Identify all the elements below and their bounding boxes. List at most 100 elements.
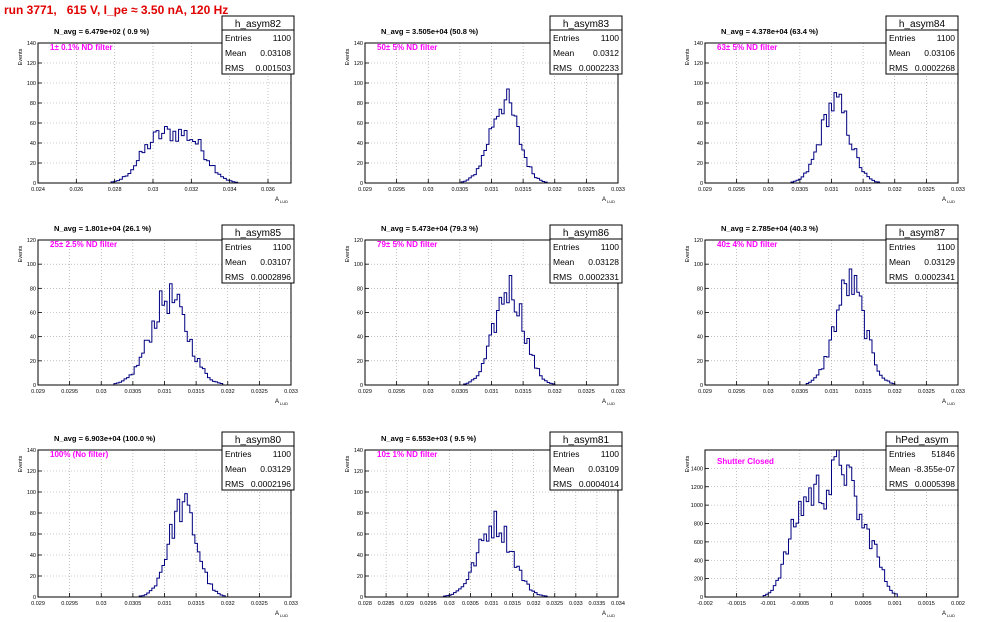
- y-tick-label: 0: [700, 383, 703, 389]
- x-tick-label: 0.033: [951, 389, 965, 395]
- y-tick-label: 0: [360, 595, 363, 601]
- x-axis-label-sub: LUD: [607, 199, 615, 204]
- filter-annotation: 100% (No filter): [50, 450, 109, 459]
- y-tick-label: 60: [697, 121, 703, 127]
- stats-box-frame: [885, 15, 959, 75]
- stats-value: 0.03129: [260, 464, 291, 474]
- x-axis-label-sub: LUD: [280, 199, 288, 204]
- y-tick-label: 20: [30, 574, 36, 580]
- y-tick-label: 60: [30, 532, 36, 538]
- stats-value: 0.03106: [924, 48, 955, 58]
- x-tick-label: 0.029: [358, 187, 372, 193]
- x-axis-label-sub: LUD: [280, 613, 288, 618]
- stats-value: 1100: [601, 449, 620, 459]
- y-tick-label: 100: [27, 490, 36, 496]
- stats-value: 1100: [601, 242, 620, 252]
- y-tick-label: 140: [27, 448, 36, 454]
- x-axis-label: A: [275, 197, 279, 203]
- histogram-panel-hPed_asym: -0.002 -0.0015 -0.001 -0.0005 0 0.0005 0.001 0.…: [685, 431, 965, 618]
- stats-value: 0.03108: [260, 48, 291, 58]
- x-tick-label: 0.032: [888, 389, 902, 395]
- stats-box-frame: [221, 15, 295, 75]
- y-tick-label: 0: [360, 181, 363, 187]
- x-tick-label: 0.031: [485, 601, 499, 607]
- stats-value: 0.03128: [588, 257, 619, 267]
- x-tick-label: 0.032: [184, 187, 198, 193]
- x-tick-label: -0.0005: [791, 601, 810, 607]
- x-tick-label: 0.0315: [515, 187, 532, 193]
- y-tick-label: 80: [30, 286, 36, 292]
- x-tick-label: 0.0305: [791, 187, 808, 193]
- x-tick-label: 0.03: [444, 601, 455, 607]
- x-tick-label: 0.03: [423, 389, 434, 395]
- stats-value: 1100: [273, 242, 292, 252]
- x-tick-label: 0.0325: [578, 389, 595, 395]
- navg-label: N_avg = 3.505e+04 (50.8 %): [381, 27, 479, 36]
- x-axis-label: A: [275, 611, 279, 617]
- stats-label: Mean: [889, 257, 911, 267]
- histogram-line: [705, 268, 958, 386]
- filter-annotation: 40± 4% ND filter: [717, 240, 777, 249]
- stats-label: Mean: [225, 48, 247, 58]
- y-tick-label: 600: [694, 540, 703, 546]
- stats-box-title: h_asym82: [235, 19, 282, 30]
- x-tick-label: 0.0015: [918, 601, 935, 607]
- x-tick-label: 0.0325: [546, 601, 563, 607]
- y-tick-label: 140: [694, 41, 703, 47]
- histogram-panel-h_asym85: 0.029 0.0295 0.03 0.0305 0.031 0.0315 0.032 0.0…: [18, 224, 298, 406]
- x-tick-label: 0.0295: [61, 601, 78, 607]
- y-tick-label: 80: [30, 101, 36, 107]
- y-tick-label: 40: [357, 141, 363, 147]
- histogram-line: [365, 510, 618, 598]
- y-tick-label: 80: [357, 286, 363, 292]
- x-tick-label: 0.028: [108, 187, 122, 193]
- x-tick-label: 0.0285: [378, 601, 395, 607]
- stats-label: Mean: [553, 48, 575, 58]
- stats-value: 0.03107: [260, 257, 291, 267]
- x-tick-label: 0.0295: [728, 389, 745, 395]
- y-tick-label: 0: [700, 595, 703, 601]
- y-tick-label: 120: [354, 238, 363, 244]
- stats-value: 0.0005398: [915, 479, 955, 489]
- y-tick-label: 100: [354, 81, 363, 87]
- y-tick-label: 40: [357, 553, 363, 559]
- stats-label: Entries: [553, 33, 579, 43]
- stats-label: RMS: [553, 63, 572, 73]
- x-axis-label-sub: LUD: [280, 401, 288, 406]
- x-tick-label: 0.032: [527, 601, 541, 607]
- x-tick-label: -0.002: [697, 601, 713, 607]
- y-tick-label: 80: [357, 511, 363, 517]
- x-tick-label: 0.031: [158, 389, 172, 395]
- x-axis-label: A: [942, 611, 946, 617]
- x-axis-label: A: [602, 611, 606, 617]
- x-tick-label: 0.0315: [504, 601, 521, 607]
- x-tick-label: 0.032: [888, 187, 902, 193]
- x-tick-label: 0.03: [763, 389, 774, 395]
- y-tick-label: 100: [694, 262, 703, 268]
- x-tick-label: 0.033: [284, 389, 298, 395]
- navg-label: N_avg = 6.553e+03 ( 9.5 %): [381, 434, 477, 443]
- y-axis-label: Events: [18, 455, 24, 472]
- y-axis-label: Events: [18, 48, 24, 65]
- x-tick-label: 0.028: [358, 601, 372, 607]
- y-tick-label: 1400: [691, 466, 703, 472]
- x-tick-label: 0.0295: [388, 187, 405, 193]
- x-tick-label: 0.0305: [791, 389, 808, 395]
- x-axis-label: A: [602, 197, 606, 203]
- stats-label: Mean: [553, 257, 575, 267]
- y-tick-label: 140: [354, 448, 363, 454]
- y-tick-label: 0: [33, 383, 36, 389]
- histogram-line: [705, 449, 958, 598]
- x-axis-label-sub: LUD: [607, 613, 615, 618]
- stats-box-frame: [885, 431, 959, 491]
- x-tick-label: 0.029: [698, 389, 712, 395]
- x-tick-label: 0.0315: [855, 187, 872, 193]
- y-tick-label: 20: [357, 161, 363, 167]
- y-tick-label: 40: [697, 335, 703, 341]
- x-axis-label: A: [602, 399, 606, 405]
- y-axis-label: Events: [345, 245, 351, 262]
- x-axis-label-sub: LUD: [947, 401, 955, 406]
- x-tick-label: -0.0015: [727, 601, 746, 607]
- y-axis-label: Events: [685, 245, 691, 262]
